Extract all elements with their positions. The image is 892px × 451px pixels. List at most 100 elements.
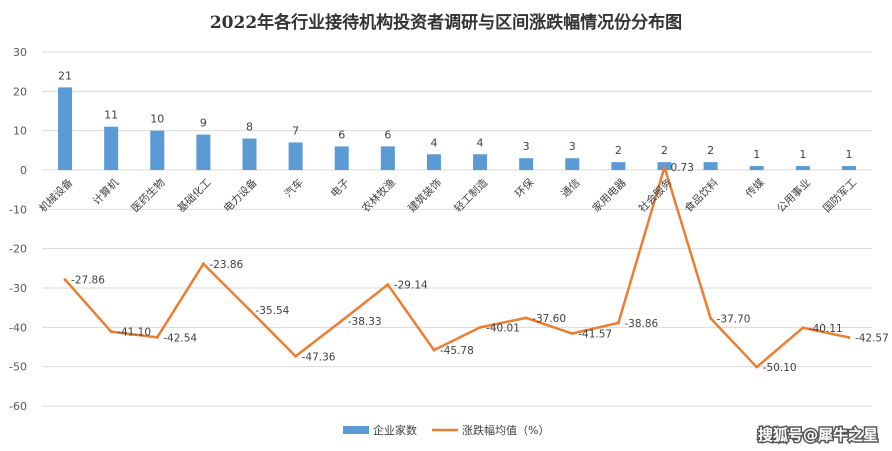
- bar-data-label: 4: [477, 136, 484, 149]
- y-tick-label: -60: [9, 400, 27, 413]
- line-point: [432, 348, 436, 352]
- bar-data-label: 1: [845, 148, 852, 161]
- line-point: [109, 330, 113, 334]
- bar: [58, 87, 73, 170]
- line-data-label: -29.14: [394, 280, 428, 292]
- legend: 企业家数 涨跌幅均值（%）: [343, 423, 549, 437]
- line-point: [570, 332, 574, 336]
- y-tick-label: 0: [20, 164, 27, 177]
- bar: [795, 166, 810, 170]
- category-label: 计算机: [90, 176, 122, 208]
- bar-data-label: 11: [104, 109, 118, 122]
- line-point: [478, 325, 482, 329]
- y-tick-label: 30: [13, 46, 27, 59]
- bar-data-label: 2: [707, 144, 714, 157]
- line-data-label: -38.86: [624, 318, 658, 330]
- watermark: 搜狐号@犀牛之星: [758, 426, 878, 444]
- bar: [703, 162, 718, 170]
- legend-label-bar: 企业家数: [373, 423, 417, 437]
- y-tick-label: -10: [9, 203, 27, 216]
- line-data-label: -42.54: [163, 332, 197, 344]
- line-data-label: -45.78: [440, 345, 474, 357]
- y-tick-label: -40: [9, 321, 27, 334]
- gridlines: [42, 51, 872, 407]
- legend-label-line: 涨跌幅均值（%）: [462, 423, 549, 437]
- bar: [611, 162, 626, 170]
- bar-data-label: 6: [338, 128, 345, 141]
- bar: [473, 154, 488, 170]
- bar: [150, 130, 165, 170]
- line-point: [663, 165, 666, 169]
- bar-data-label: 1: [753, 148, 760, 161]
- line-data-label: -41.10: [117, 327, 151, 339]
- line-point: [524, 316, 528, 320]
- y-axis: 30 20 10 0 -10 -20 -30 -40 -50 -60: [9, 46, 27, 413]
- bar: [288, 142, 303, 170]
- bar-data-label: 21: [58, 69, 72, 82]
- category-label: 汽车: [282, 176, 306, 200]
- y-tick-label: 20: [13, 85, 27, 98]
- category-label: 通信: [559, 177, 582, 200]
- bar: [565, 158, 580, 170]
- bar: [196, 134, 211, 170]
- line-point: [386, 283, 390, 287]
- bar-data-label: 3: [569, 140, 576, 153]
- line-data-label: -35.54: [256, 305, 290, 317]
- line-point: [294, 354, 298, 358]
- bar: [749, 166, 764, 170]
- bar-data-label: 9: [200, 117, 207, 130]
- legend-swatch-bar: [343, 426, 369, 434]
- y-tick-label: -20: [9, 243, 27, 256]
- y-tick-label: -50: [9, 361, 27, 374]
- line-data-label: -41.57: [578, 329, 612, 341]
- bar-data-label: 7: [292, 124, 299, 137]
- bar-data-label: 3: [523, 140, 530, 153]
- bar: [426, 154, 441, 170]
- line-point: [709, 316, 713, 320]
- line-point: [63, 278, 67, 282]
- line-series: -27.86 -41.10 -42.54 -23.86 -35.54 -47.36 -38.…: [63, 162, 889, 374]
- bar: [334, 146, 349, 170]
- bar-data-label: 6: [384, 128, 391, 141]
- category-label: 传媒: [743, 176, 767, 200]
- line-point: [155, 335, 159, 339]
- bar-data-label: 4: [430, 136, 437, 149]
- y-tick-label: -30: [9, 282, 27, 295]
- line-point: [616, 321, 620, 325]
- bar-data-label: 2: [661, 144, 668, 157]
- bar: [242, 138, 257, 170]
- line-data-label: -37.60: [532, 313, 566, 325]
- bar: [519, 158, 534, 170]
- bar: [380, 146, 395, 170]
- line-point: [847, 335, 851, 339]
- bar-data-label: 8: [246, 121, 253, 134]
- line-data-label: -38.33: [348, 316, 382, 328]
- bar-data-label: 2: [615, 144, 622, 157]
- category-label: 电子: [328, 176, 352, 200]
- line-data-label: -50.10: [763, 362, 797, 374]
- line-data-label: -23.86: [209, 259, 243, 271]
- bar: [104, 126, 119, 170]
- line-point: [201, 262, 205, 266]
- line-point: [755, 365, 759, 369]
- line-data-label: -27.86: [71, 275, 105, 287]
- bar-data-label: 10: [150, 113, 164, 126]
- y-tick-label: 10: [13, 125, 27, 138]
- bar-data-label: 1: [799, 148, 806, 161]
- line-data-label: -40.11: [809, 323, 843, 335]
- line-point: [248, 308, 251, 312]
- line-data-label: 0.73: [671, 162, 694, 174]
- line-data-label: -42.57: [855, 332, 889, 344]
- line-point: [340, 319, 344, 323]
- chart-title: 2022年各行业接待机构投资者调研与区间涨跌幅情况份分布图: [210, 12, 682, 33]
- line-data-label: -47.36: [302, 351, 336, 363]
- bar: [841, 166, 856, 170]
- line-data-label: -40.01: [486, 322, 520, 334]
- line-data-label: -37.70: [717, 313, 751, 325]
- category-label: 环保: [512, 176, 536, 200]
- line-path: [64, 165, 850, 369]
- line-point: [801, 326, 805, 330]
